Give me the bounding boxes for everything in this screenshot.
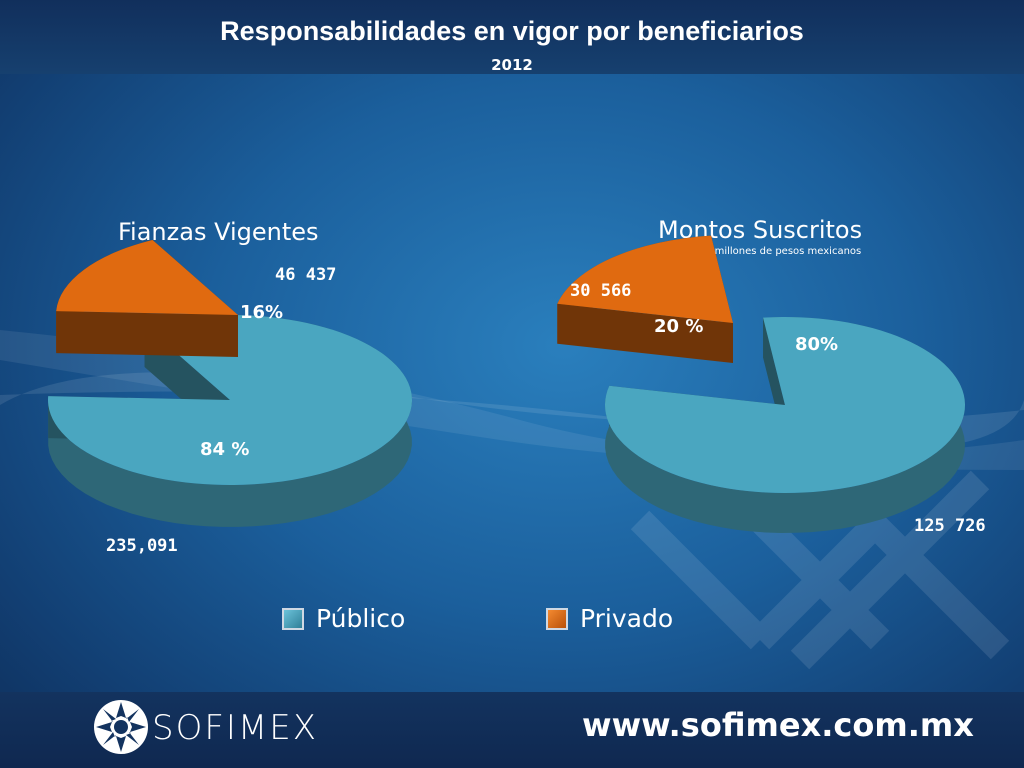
pct-label-privado: 16% (240, 302, 283, 323)
value-label-privado: 46 437 (275, 265, 336, 285)
pie-slice-privado (557, 235, 733, 363)
value-label-publico: 125 726 (914, 516, 986, 536)
chart-subtitle-montos: Cifras en millones de pesos mexicanos (667, 246, 862, 257)
pct-label-publico: 80% (795, 334, 838, 355)
pct-label-publico: 84 % (200, 439, 249, 460)
pct-label-privado: 20 % (654, 316, 703, 337)
footer-bar (0, 692, 1024, 768)
header-bar (0, 0, 1024, 74)
sofimex-logo-icon (94, 700, 148, 754)
pie-slice-publico (605, 317, 966, 533)
page-title: Responsabilidades en vigor por beneficia… (220, 16, 804, 46)
legend-item-privado: Privado (546, 604, 673, 633)
legend-item-publico: Público (282, 604, 405, 633)
pie-slice-privado (56, 239, 238, 357)
value-label-privado: 30 566 (570, 281, 631, 301)
page-year: 2012 (491, 56, 533, 74)
legend-label-privado: Privado (580, 604, 674, 633)
website-url[interactable]: www.sofimex.com.mx (582, 706, 974, 744)
logo-text: SOFIMEX (152, 708, 319, 748)
value-label-publico: 235,091 (106, 536, 178, 556)
legend-swatch-privado (546, 607, 568, 630)
legend-label-publico: Público (316, 604, 406, 633)
legend-swatch-publico (282, 607, 304, 630)
